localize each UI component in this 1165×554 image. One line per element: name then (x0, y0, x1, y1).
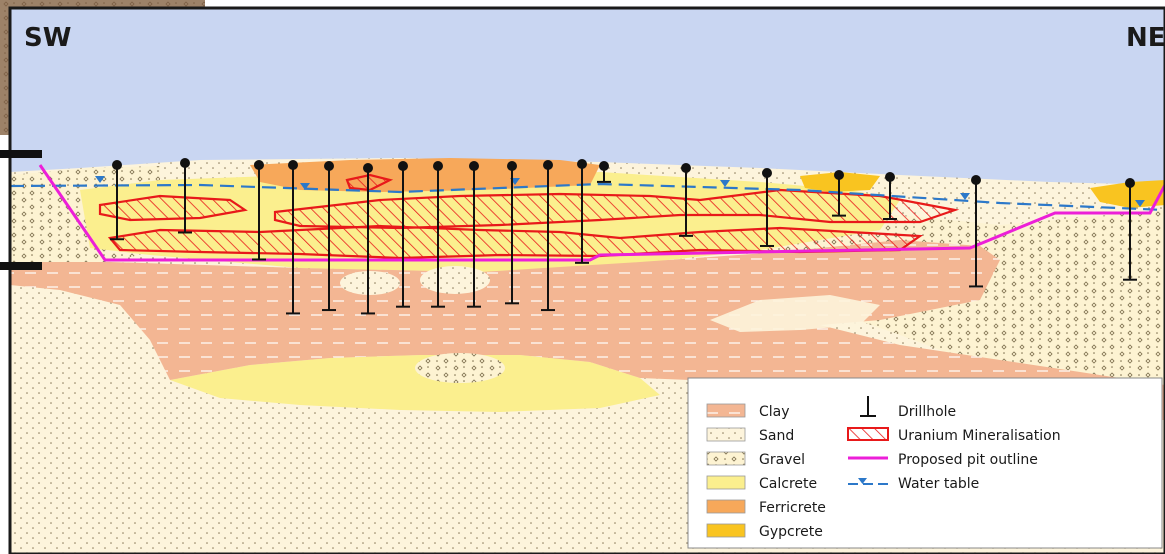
legend-label: Sand (759, 428, 794, 444)
legend-label: Gravel (759, 452, 805, 468)
clay-swatch (706, 403, 746, 418)
scale-tick (0, 262, 42, 270)
drillhole (597, 161, 611, 183)
legend-label: Ferricrete (759, 500, 826, 516)
legend-item-gravel: Gravel (706, 451, 805, 468)
orientation-ne: NE (1126, 23, 1165, 53)
legend-label: Drillhole (898, 404, 956, 420)
gravel-pocket (415, 353, 505, 383)
drillhole (541, 160, 555, 312)
legend-label: Calcrete (759, 476, 817, 492)
legend-item-calcrete: Calcrete (706, 475, 817, 492)
drillhole (286, 160, 300, 315)
sand-swatch (706, 427, 746, 442)
water-table-markers (95, 176, 1145, 207)
legend-item-ferricrete: Ferricrete (706, 499, 826, 516)
legend-item-mineralisation: Uranium Mineralisation (847, 427, 1061, 444)
calcrete-swatch (706, 475, 746, 490)
drillhole (396, 161, 410, 308)
gypcrete-swatch (706, 523, 746, 538)
legend-item-gypcrete: Gypcrete (706, 523, 823, 540)
sand-pocket (340, 271, 400, 295)
drillhole (505, 161, 519, 305)
legend-item-pit: Proposed pit outline (848, 452, 1038, 468)
drillhole (575, 159, 589, 264)
drillhole (1123, 178, 1137, 281)
drillhole (110, 160, 124, 241)
legend: Clay Sand Gravel Calcrete Ferricrete Gypcrete… (687, 377, 1163, 549)
drillhole (252, 160, 266, 261)
clay-tongue-right (710, 295, 880, 332)
legend-item-clay: Clay (706, 403, 790, 420)
ferricrete-swatch (706, 499, 746, 514)
calcrete-lower (170, 355, 660, 412)
clay-main (10, 240, 1165, 420)
drillhole (679, 163, 693, 237)
drillhole (883, 172, 897, 220)
drillhole (322, 161, 336, 312)
legend-label: Gypcrete (759, 524, 823, 540)
legend-item-sand: Sand (706, 427, 794, 444)
legend-label: Uranium Mineralisation (898, 428, 1061, 444)
mineralisation-hatch-icon (847, 427, 889, 441)
legend-item-water-table: Water table (848, 476, 979, 492)
legend-box (687, 377, 1163, 549)
drillhole (178, 158, 192, 234)
drillhole (760, 168, 774, 247)
drillhole (431, 161, 445, 308)
gravel-swatch (706, 451, 746, 466)
proposed-pit-outline (38, 164, 1165, 262)
legend-label: Proposed pit outline (898, 452, 1038, 468)
drillhole (361, 163, 375, 315)
gypcrete-pocket (1090, 180, 1165, 208)
orientation-sw: SW (24, 23, 71, 53)
legend-label: Water table (898, 476, 979, 492)
sand-pocket (420, 266, 490, 294)
section-frame (8, 6, 1165, 554)
drillholes (110, 158, 1137, 315)
legend-units: Clay Sand Gravel Calcrete Ferricrete Gypcrete (706, 403, 826, 540)
drillhole (969, 175, 983, 288)
water-table-line (10, 182, 1165, 212)
legend-label: Clay (759, 404, 790, 420)
scale-tick (0, 150, 42, 158)
uranium-mineralisation (98, 173, 960, 260)
legend-item-drillhole: Drillhole (860, 396, 956, 420)
drillhole (832, 170, 846, 217)
drillhole (467, 161, 481, 308)
